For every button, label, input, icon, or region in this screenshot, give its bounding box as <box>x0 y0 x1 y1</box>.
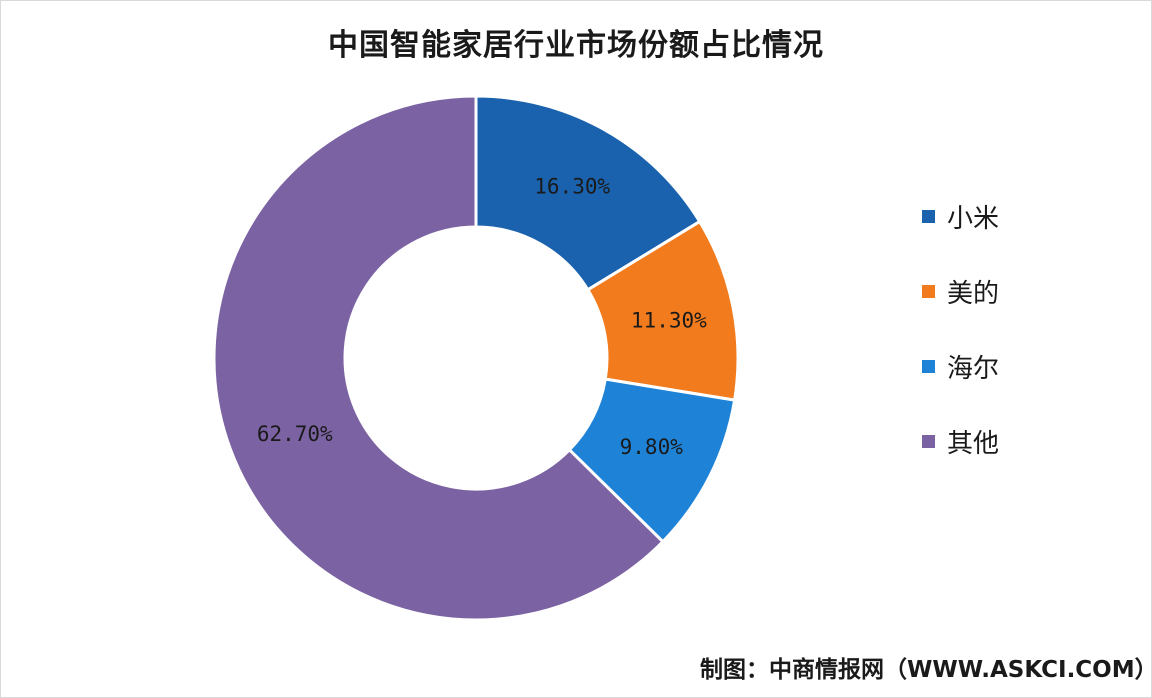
slice-other <box>212 94 665 622</box>
slice-xiaomi <box>474 94 702 292</box>
source-note: 制图：中商情报网（WWW.ASKCI.COM） <box>700 657 1152 683</box>
legend-item-other: 其他 <box>922 422 999 460</box>
legend: 小米 美的 海尔 其他 <box>922 197 999 497</box>
legend-label: 海尔 <box>947 353 1000 384</box>
legend-item-xiaomi: 小米 <box>922 197 999 235</box>
legend-label: 其他 <box>947 428 1000 459</box>
legend-item-midea: 美的 <box>922 272 999 310</box>
legend-label: 美的 <box>947 278 1000 309</box>
data-label-xiaomi: 16.30% <box>534 175 610 199</box>
chart-title: 中国智能家居行业市场份额占比情况 <box>328 28 824 63</box>
legend-swatch <box>922 209 935 223</box>
legend-swatch <box>922 434 935 448</box>
legend-swatch <box>922 359 935 373</box>
data-label-haier: 9.80% <box>620 435 684 459</box>
legend-label: 小米 <box>947 203 1000 234</box>
legend-item-haier: 海尔 <box>922 347 999 385</box>
legend-swatch <box>922 284 935 298</box>
data-label-midea: 11.30% <box>631 308 707 332</box>
data-label-other: 62.70% <box>257 422 333 446</box>
